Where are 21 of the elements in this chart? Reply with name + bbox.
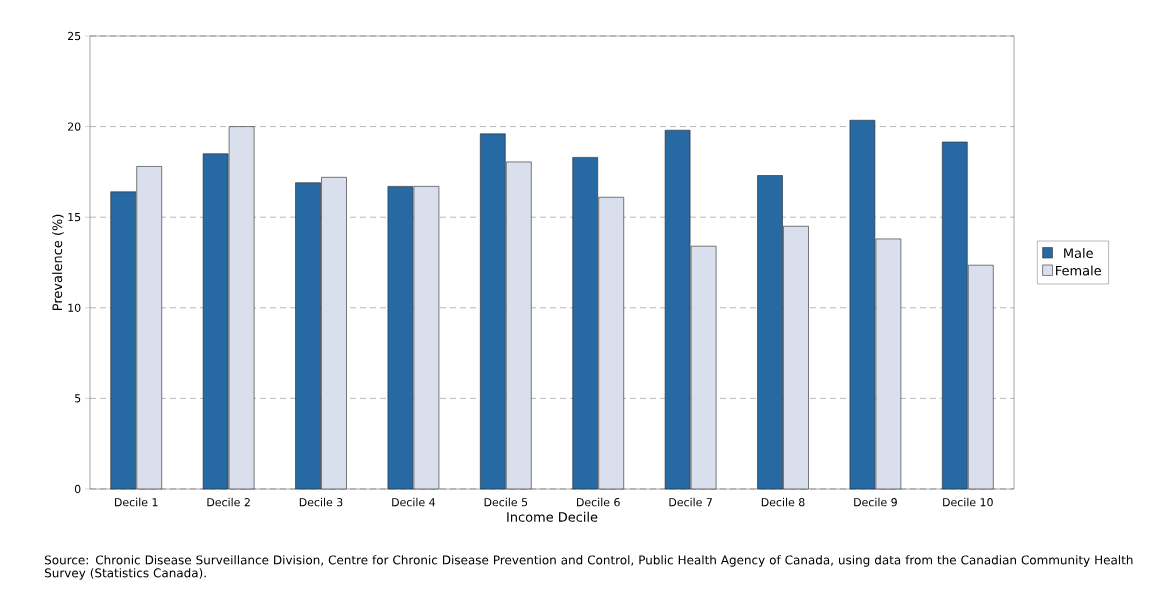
x-tick-label: Decile 1	[115, 497, 158, 507]
y-tick-label: 10	[68, 303, 81, 312]
legend-label: Female	[1056, 265, 1101, 276]
x-axis-title: Income Decile	[507, 511, 598, 522]
y-tick-label: 5	[75, 394, 81, 403]
x-tick-label: Decile 8	[761, 497, 805, 507]
y-tick-label: 20	[68, 122, 81, 131]
x-tick-label: Decile 7	[669, 497, 712, 507]
y-tick-label: 15	[68, 213, 81, 222]
x-tick-label: Decile 3	[299, 497, 343, 507]
x-tick-label: Decile 10	[943, 497, 993, 507]
x-tick-label: Decile 4	[392, 497, 436, 507]
x-tick-label: Decile 9	[854, 497, 897, 507]
x-tick-label: Decile 5	[484, 497, 528, 507]
source-note: Source: Chronic Disease Surveillance Division, Centre for Chronic Disease Prevention and Control, Public Health Agency of Canada, using data from the Canadian Community Health Survey (Statistics Canada).	[44, 555, 1133, 580]
x-tick-label: Decile 6	[577, 497, 620, 507]
legend-label: Male	[1064, 248, 1093, 259]
y-tick-label: 0	[74, 484, 81, 494]
x-tick-label: Decile 2	[207, 497, 250, 507]
y-axis-title: Prevalence (%)	[52, 214, 64, 311]
y-tick-label: 25	[68, 31, 81, 41]
